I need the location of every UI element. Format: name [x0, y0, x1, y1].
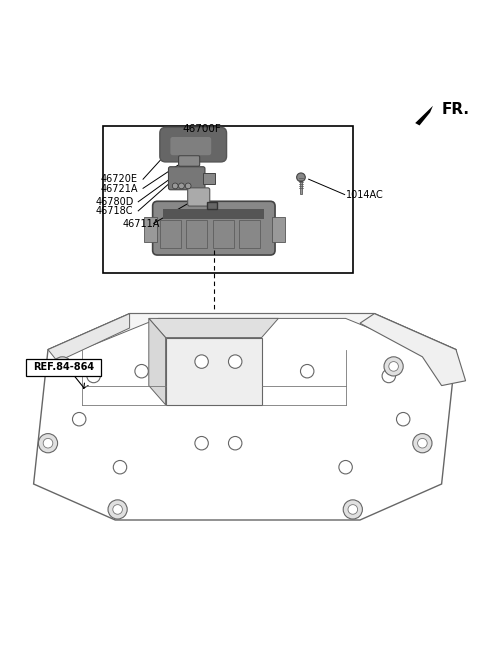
Bar — [207, 202, 217, 209]
Text: REF.84-864: REF.84-864 — [33, 362, 94, 373]
FancyBboxPatch shape — [170, 137, 211, 155]
Text: 46700F: 46700F — [182, 123, 221, 134]
Text: 46711A: 46711A — [122, 219, 160, 229]
Circle shape — [87, 369, 100, 382]
Polygon shape — [34, 314, 456, 520]
Bar — [163, 209, 264, 218]
Bar — [160, 220, 181, 248]
Bar — [26, 359, 101, 376]
Circle shape — [113, 504, 122, 514]
Circle shape — [179, 183, 184, 189]
Circle shape — [195, 355, 208, 368]
Circle shape — [72, 413, 86, 426]
FancyBboxPatch shape — [179, 155, 200, 166]
Circle shape — [348, 504, 358, 514]
Circle shape — [384, 357, 403, 376]
Polygon shape — [48, 314, 130, 361]
Bar — [300, 180, 302, 194]
Circle shape — [343, 500, 362, 519]
Polygon shape — [149, 318, 278, 338]
Bar — [103, 127, 353, 273]
Bar — [272, 216, 285, 241]
Circle shape — [228, 355, 242, 368]
Text: 46721A: 46721A — [101, 184, 138, 194]
Circle shape — [389, 361, 398, 371]
Circle shape — [418, 438, 427, 448]
Text: 46780D: 46780D — [96, 197, 134, 207]
Circle shape — [53, 357, 72, 376]
Circle shape — [113, 461, 127, 474]
Polygon shape — [415, 106, 433, 125]
Bar — [239, 220, 260, 248]
Circle shape — [185, 183, 191, 189]
Circle shape — [38, 434, 58, 453]
Bar — [213, 220, 234, 248]
Circle shape — [300, 365, 314, 378]
Circle shape — [58, 361, 67, 371]
Bar — [186, 220, 207, 248]
Circle shape — [382, 369, 396, 382]
Text: FR.: FR. — [442, 102, 469, 117]
Circle shape — [339, 461, 352, 474]
Circle shape — [195, 436, 208, 450]
Text: 1014AC: 1014AC — [346, 190, 384, 199]
Circle shape — [297, 173, 305, 182]
FancyBboxPatch shape — [160, 127, 227, 162]
FancyBboxPatch shape — [188, 188, 210, 206]
Polygon shape — [48, 314, 456, 350]
Circle shape — [43, 438, 53, 448]
Polygon shape — [360, 314, 466, 386]
Bar — [166, 338, 262, 405]
FancyBboxPatch shape — [168, 167, 205, 190]
Circle shape — [413, 434, 432, 453]
Circle shape — [396, 413, 410, 426]
Text: 46720E: 46720E — [101, 174, 138, 184]
Circle shape — [108, 500, 127, 519]
FancyBboxPatch shape — [153, 201, 275, 255]
Text: 46718C: 46718C — [96, 207, 133, 216]
Bar — [144, 216, 157, 241]
Circle shape — [228, 436, 242, 450]
Circle shape — [172, 183, 178, 189]
Polygon shape — [149, 318, 166, 405]
Bar — [203, 173, 215, 184]
Circle shape — [135, 365, 148, 378]
